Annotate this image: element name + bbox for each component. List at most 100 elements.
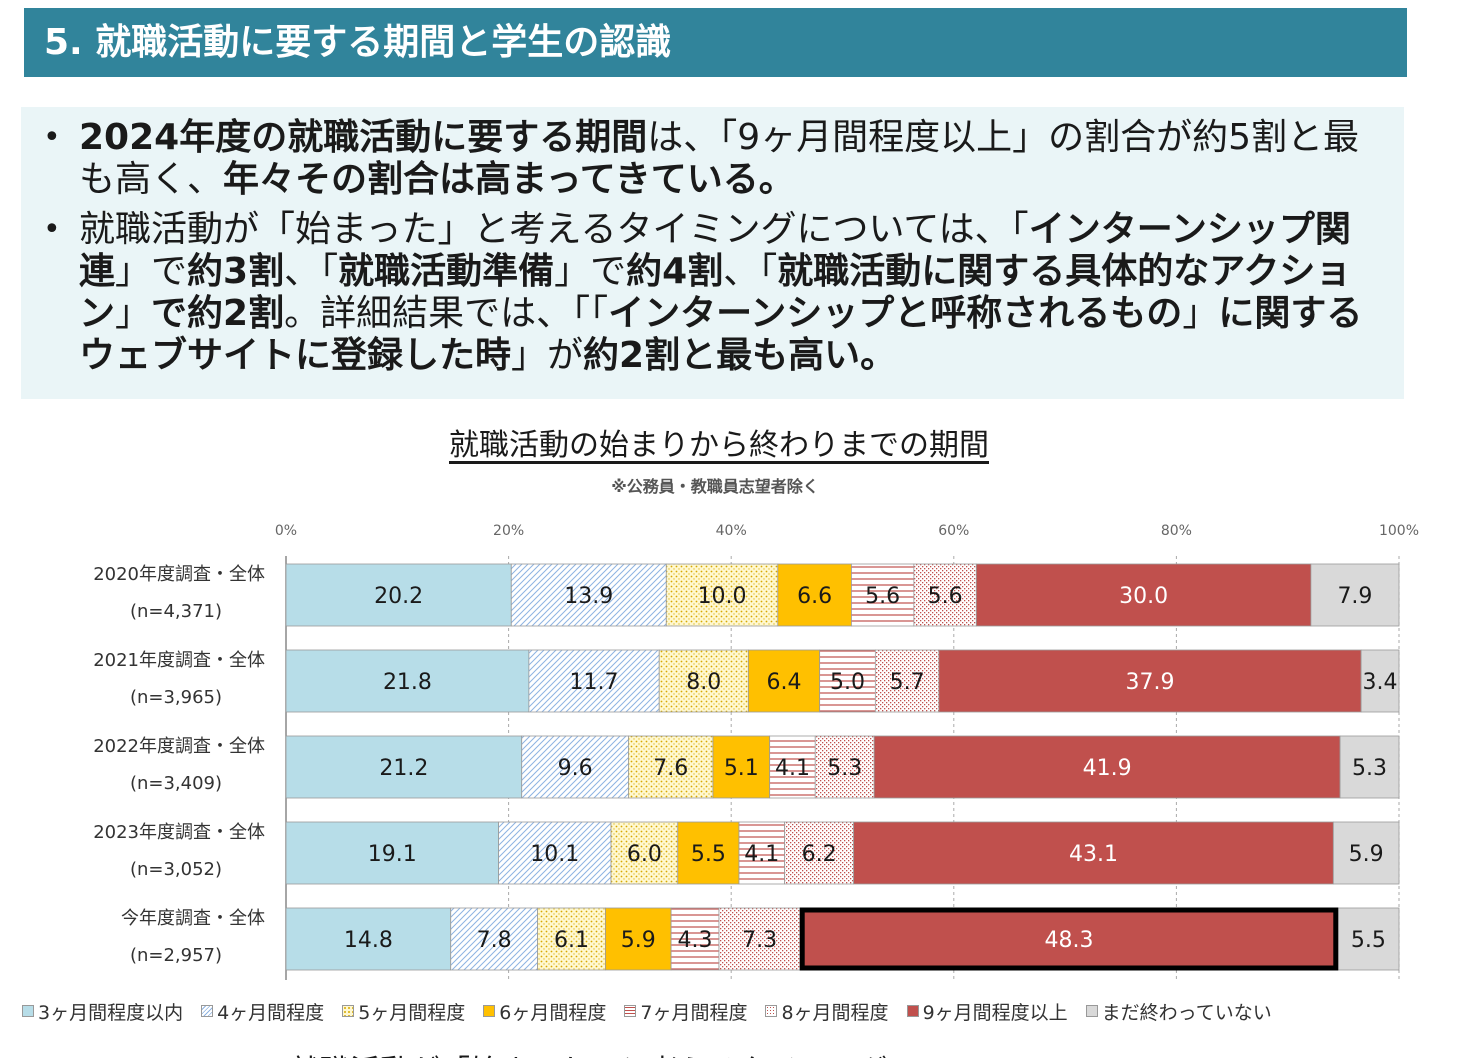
stacked-bar-chart: 0% 20% 40% 60% 80% 100% 20.2 13.9 10.0 6.6 5.6 5.6… [93,523,1419,980]
bullet-1-part-3: 年々その割合は高まってきている。 [223,159,795,200]
next-chart-title: 就職活動が「始まった」と考えるタイミング [290,1046,888,1058]
category-n-label: (n=3,965) [130,687,222,708]
legend-label: 8ヶ月間程度 [781,1001,889,1024]
legend-item: 6ヶ月間程度 [483,998,606,1025]
bar-data-label: 19.1 [368,842,417,867]
legend-item: 9ヶ月間程度以上 [906,998,1068,1025]
legend-swatch [765,1005,778,1017]
legend-item: 3ヶ月間程度以内 [22,998,183,1025]
category-label: 2020年度調査・全体 [93,564,265,585]
bar-data-label: 21.2 [379,756,428,781]
bar-segment [537,907,606,971]
bar-data-label: 41.9 [1083,756,1132,781]
bar-segment [285,907,452,971]
bar-data-label: 5.5 [1351,928,1386,953]
highlight-box [799,907,1339,971]
x-tick-label: 60% [938,523,969,539]
bar-data-label: 6.6 [797,584,832,609]
bar-segment [1310,563,1400,627]
bar-segment [677,821,740,885]
legend-swatch [1085,1005,1098,1017]
bar-data-label: 10.1 [530,842,579,867]
legend-label: 3ヶ月間程度以内 [38,1001,184,1024]
chart-legend: 3ヶ月間程度以内 4ヶ月間程度 5ヶ月間程度 6ヶ月間程度 7ヶ月間程度 8ヶ月間程度 9ヶ… [22,998,1442,1024]
legend-swatch [906,1005,919,1017]
bar-segment [498,821,612,885]
legend-item: まだ終わっていない [1085,998,1272,1025]
bar-segment [747,649,821,713]
category-n-label: (n=4,371) [130,601,222,622]
legend-item: 5ヶ月間程度 [342,998,465,1025]
bar-data-label: 5.1 [724,756,759,781]
bar-segment [712,735,771,799]
bar-segment [665,563,779,627]
bar-data-label: 6.1 [554,928,589,953]
bar-segment [873,735,1341,799]
bullet-2-part-6: 就職活動準備 [338,251,555,292]
bullet-2-part-3: 」で [115,251,188,292]
bullet-1-part-2: は、「9ヶ月間程度以上」の割合が約5割と最も高く、 [79,117,1360,200]
bar-segment [285,821,499,885]
legend-label: 5ヶ月間程度 [358,1001,466,1024]
bullet-2-part-18: 約2割と最も高い。 [583,335,897,376]
bar-data-label: 8.0 [686,670,721,695]
bar-segment [777,563,852,627]
bar-segment [1339,735,1400,799]
bullet-2-part-2: インターンシップ関連 [79,209,1351,292]
bar-data-label: 3.4 [1363,670,1398,695]
bar-segment [1332,821,1400,885]
bar-data-label: 5.9 [621,928,656,953]
legend-item: 7ヶ月間程度 [624,998,747,1025]
bullet-2-part-14: インターンシップと呼称されるもの [608,293,1183,334]
category-label: 2021年度調査・全体 [93,650,265,671]
bullet-dot-icon: • [43,212,61,247]
legend-swatch [342,1005,355,1017]
bullet-2-part-4: 約3割 [187,251,285,292]
x-tick-label: 20% [493,523,524,539]
bullet-2-part-16: に関するウェブサイトに登録した時 [79,293,1363,376]
bar-data-label: 5.6 [928,584,963,609]
legend-label: 4ヶ月間程度 [217,1001,325,1024]
legend-item: 4ヶ月間程度 [201,998,324,1025]
legend-item: 8ヶ月間程度 [765,998,889,1025]
bar-data-label: 5.9 [1349,842,1384,867]
x-tick-label: 80% [1161,523,1192,539]
bullet-2-part-7: 」で [554,251,627,292]
bar-data-label: 9.6 [558,756,593,781]
page-header: 5. 就職活動に要する期間と学生の認識 [24,8,1407,77]
bar-data-label: 4.3 [678,928,713,953]
x-tick-label: 0% [275,523,297,539]
legend-swatch [624,1005,637,1017]
bar-segment [521,735,629,799]
bullet-1-part-1: 2024年度の就職活動に要する期間 [79,117,648,158]
summary-box: • 2024年度の就職活動に要する期間は、「9ヶ月間程度以上」の割合が約5割と最… [21,107,1404,399]
summary-bullet-2: • 就職活動が「始まった」と考えるタイミングについては、「インターンシップ関連」… [41,209,1374,377]
bar-segment [819,649,876,713]
bar-segment [628,735,714,799]
legend-swatch [22,1005,34,1017]
category-n-label: (n=3,409) [130,773,222,794]
bar-segment [718,907,801,971]
bullet-dot-icon: • [43,120,61,155]
bar-segment [285,649,530,713]
category-label: 今年度調査・全体 [121,908,265,929]
x-tick-label: 100% [1379,523,1419,539]
bar-segment [975,563,1312,627]
bar-segment [1337,907,1400,971]
bar-data-label: 20.2 [374,584,423,609]
bar-segment [738,821,786,885]
bar-segment [450,907,538,971]
bar-data-label: 5.5 [691,842,726,867]
legend-label: 6ヶ月間程度 [499,1001,607,1024]
bullet-2-part-9: 、「 [723,251,778,292]
bar-data-label: 7.8 [477,928,512,953]
bar-segment [285,735,523,799]
bar-data-label: 4.1 [744,842,779,867]
bullet-2-part-13: 。詳細結果では、「「 [284,293,609,334]
bar-segment [784,821,855,885]
bullet-2-part-12: で約2割 [151,293,285,334]
bar-segment [853,821,1334,885]
bar-data-label: 6.4 [767,670,802,695]
legend-label: 7ヶ月間程度 [640,1001,748,1024]
bar-data-label: 5.6 [865,584,900,609]
